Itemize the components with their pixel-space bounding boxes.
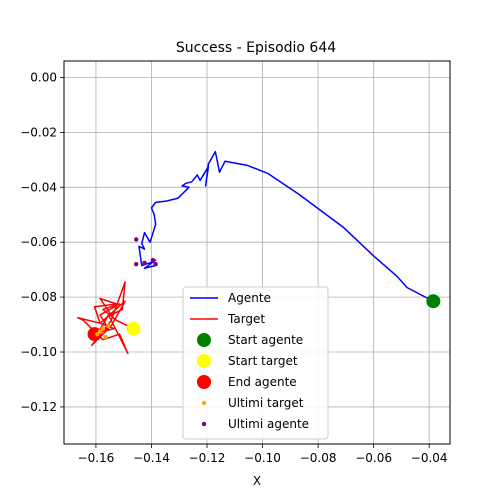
plot-area xyxy=(63,60,451,445)
chart-title: Success - Episodio 644 xyxy=(176,40,336,56)
legend-items: Agente Target Start agente Start target End … xyxy=(190,291,309,431)
y-tick-label: −0.04 xyxy=(20,180,57,194)
x-tick-label: −0.16 xyxy=(78,451,115,465)
y-tick-label: −0.02 xyxy=(20,125,57,139)
y-tick-label: 0.00 xyxy=(30,70,57,84)
start-agente-point xyxy=(426,294,441,309)
x-tick-label: −0.08 xyxy=(300,451,337,465)
ultimi-target-point xyxy=(103,334,108,340)
y-tick-label: −0.06 xyxy=(20,235,57,249)
legend-swatch-ultimi-agente xyxy=(201,421,207,427)
ultimi-agente-point xyxy=(142,260,147,265)
x-axis-label: X xyxy=(253,474,261,488)
start-target-point xyxy=(126,321,141,336)
x-tick-label: −0.10 xyxy=(244,451,281,465)
y-tick-label: −0.12 xyxy=(20,400,57,414)
ultimi-target-point xyxy=(100,326,106,331)
x-axis: −0.16 −0.14 −0.12 −0.10 −0.08 −0.06 −0.04 xyxy=(78,444,448,465)
y-tick-label: −0.08 xyxy=(20,290,57,304)
x-tick-label: −0.04 xyxy=(411,451,448,465)
ultimi-agente-point xyxy=(134,237,139,242)
legend-label-ultimi-target: Ultimi target xyxy=(228,396,304,410)
ultimi-target-point xyxy=(106,323,111,329)
legend-label-target: Target xyxy=(227,312,265,326)
legend-label-start-agente: Start agente xyxy=(228,333,303,347)
ultimi-agente-point xyxy=(153,261,158,267)
legend-box xyxy=(182,286,329,440)
target-line xyxy=(77,281,134,355)
series-layer xyxy=(77,150,441,355)
ultimi-agente-point xyxy=(134,261,139,267)
legend-swatch-start-target xyxy=(197,354,211,368)
legend-label-end-agente: End agente xyxy=(228,375,297,389)
legend-swatch-start-agente xyxy=(197,333,211,347)
y-axis: 0.00 −0.02 −0.04 −0.06 −0.08 −0.10 −0.12 xyxy=(20,70,64,414)
legend-swatch-end-agente xyxy=(197,375,211,389)
y-tick-label: −0.10 xyxy=(20,345,57,359)
legend-swatch-ultimi-target xyxy=(201,400,207,406)
legend-label-agente: Agente xyxy=(228,291,271,305)
ultimi-target-point xyxy=(97,329,103,334)
x-tick-label: −0.14 xyxy=(133,451,170,465)
ultimi-target-point xyxy=(95,331,100,337)
plot-frame xyxy=(63,60,451,445)
legend-label-ultimi-agente: Ultimi agente xyxy=(228,417,309,431)
legend-label-start-target: Start target xyxy=(228,354,298,368)
ultimi-agente-point xyxy=(150,257,156,263)
agente-line xyxy=(138,150,434,302)
legend: Agente Target Start agente Start target End … xyxy=(182,286,329,440)
x-tick-label: −0.12 xyxy=(189,451,226,465)
x-tick-label: −0.06 xyxy=(355,451,392,465)
